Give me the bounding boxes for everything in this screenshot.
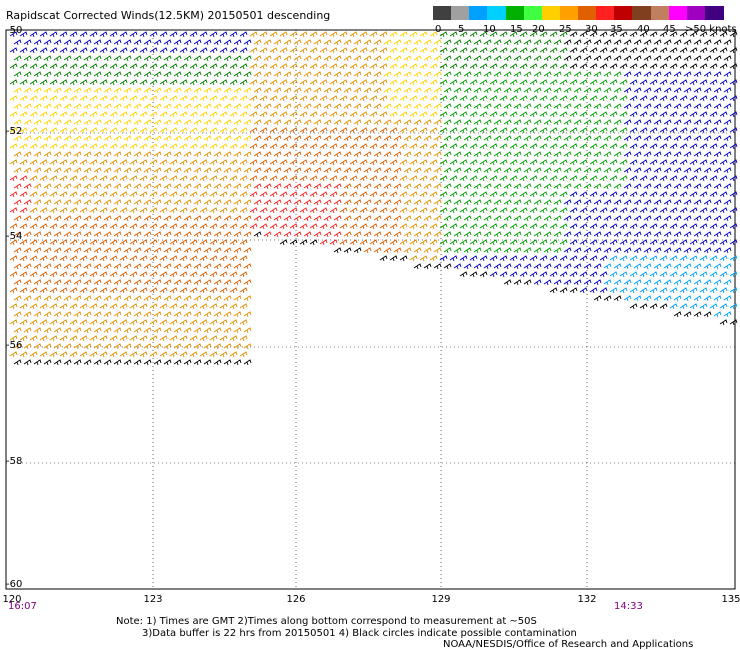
wind-barbs bbox=[9, 31, 738, 366]
scale-swatch bbox=[596, 6, 615, 20]
lat-label-56: -56 bbox=[6, 340, 23, 351]
wind-barb-group bbox=[9, 31, 738, 294]
start-time: 16:07 bbox=[8, 601, 37, 612]
graticule bbox=[6, 30, 735, 589]
scale-swatch bbox=[523, 6, 543, 20]
lon-label-129: 129 bbox=[431, 594, 451, 605]
scale-swatch bbox=[704, 6, 724, 20]
lon-label-123: 123 bbox=[143, 594, 163, 605]
map-title: Rapidscat Corrected Winds(12.5KM) 201505… bbox=[6, 9, 331, 22]
scale-swatch bbox=[632, 6, 651, 20]
note-line-2: 3)Data buffer is 22 hrs from 20150501 4)… bbox=[142, 628, 577, 639]
scale-swatch bbox=[541, 6, 561, 20]
wind-barb-group bbox=[603, 255, 738, 318]
wind-barb-group bbox=[13, 31, 738, 366]
lon-label-120: 120 bbox=[2, 594, 22, 605]
lon-label-135: 135 bbox=[721, 594, 740, 605]
wind-barb-group bbox=[9, 175, 342, 246]
end-time: 14:33 bbox=[614, 601, 643, 612]
lat-label-54: -54 bbox=[6, 231, 23, 242]
note-line-1: Note: 1) Times are GMT 2)Times along bot… bbox=[116, 616, 537, 627]
scale-swatch bbox=[578, 6, 597, 20]
wind-barb-group bbox=[9, 127, 402, 294]
lon-label-126: 126 bbox=[286, 594, 306, 605]
scale-swatch bbox=[469, 6, 488, 20]
scale-swatch bbox=[650, 6, 670, 20]
lat-label-60: -60 bbox=[6, 579, 23, 590]
wind-barb-group bbox=[9, 31, 568, 86]
wind-barb-group bbox=[9, 31, 442, 358]
wind-barb-group bbox=[9, 31, 442, 150]
scale-swatch bbox=[433, 6, 452, 20]
scale-swatch bbox=[505, 6, 525, 20]
scale-swatch bbox=[668, 6, 688, 20]
lon-label-132: 132 bbox=[577, 594, 597, 605]
lat-label-58: -58 bbox=[6, 456, 23, 467]
scale-swatch bbox=[559, 6, 579, 20]
credit-line: NOAA/NESDIS/Office of Research and Appli… bbox=[443, 639, 694, 650]
scale-swatch bbox=[487, 6, 506, 20]
scale-swatch bbox=[686, 6, 706, 20]
lat-label-50: -50 bbox=[6, 25, 23, 36]
scale-swatch bbox=[614, 6, 633, 20]
lat-label-52: -52 bbox=[6, 126, 23, 137]
scale-swatch bbox=[451, 6, 470, 20]
plot-frame bbox=[5, 29, 736, 590]
wind-barb-group bbox=[439, 71, 628, 254]
